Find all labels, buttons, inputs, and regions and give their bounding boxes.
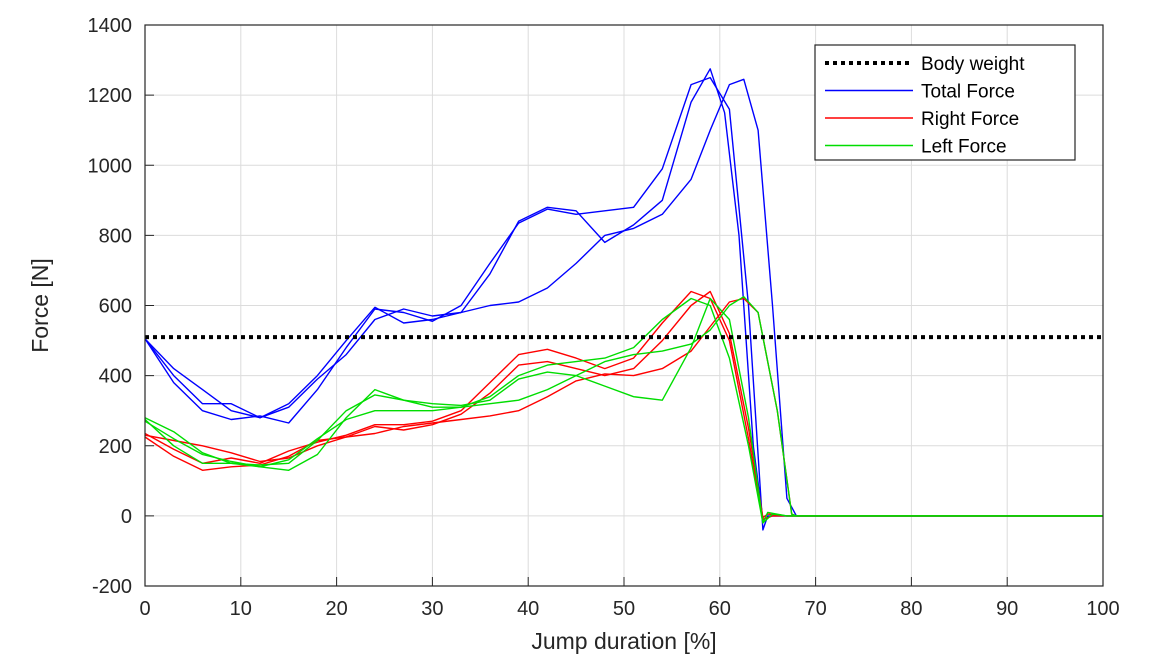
y-tick-label: 800 (99, 225, 132, 247)
x-tick-label: 70 (804, 598, 826, 620)
y-tick-label: 1000 (88, 155, 133, 177)
x-tick-label: 100 (1086, 598, 1119, 620)
legend-label-body-weight: Body weight (921, 54, 1025, 75)
axes (144, 24, 1104, 587)
y-tick-label: 400 (99, 366, 132, 388)
y-tick-label: 600 (99, 296, 132, 318)
y-tick-label: 200 (99, 436, 132, 458)
legend-label-left-force: Left Force (921, 137, 1007, 158)
legend-label-right-force: Right Force (921, 109, 1019, 130)
right-force-line-5 (144, 290, 1103, 521)
legend-label-total-force: Total Force (921, 82, 1015, 103)
x-tick-label: 20 (325, 598, 347, 620)
x-tick-label: 90 (996, 598, 1018, 620)
y-axis-label: Force [N] (27, 258, 53, 353)
x-tick-label: 80 (900, 598, 922, 620)
legend: Body weight Total Force Right Force Left Fo… (814, 44, 1076, 161)
x-tick-label: 10 (230, 598, 252, 620)
total-force-line-1 (144, 76, 1103, 531)
y-tick-label: 0 (121, 506, 132, 528)
total-force-line-2 (144, 68, 1103, 521)
series-layer (144, 68, 1103, 531)
x-tick-label: 30 (421, 598, 443, 620)
x-tick-label: 40 (517, 598, 539, 620)
y-tick-label: -200 (92, 576, 132, 598)
tick-labels: 0 10 20 30 40 50 60 70 80 90 100 -200 0 200 400 600 800 1… (88, 15, 1120, 620)
left-force-line-9 (144, 296, 1103, 517)
y-tick-label: 1400 (88, 15, 133, 37)
total-force-line-3 (144, 78, 1103, 517)
x-axis-label: Jump duration [%] (531, 628, 716, 654)
x-tick-label: 60 (709, 598, 731, 620)
left-force-line-8 (144, 297, 1103, 524)
x-tick-label: 50 (613, 598, 635, 620)
right-force-line-4 (144, 290, 1103, 519)
x-tick-label: 0 (139, 598, 150, 620)
y-tick-label: 1200 (88, 85, 133, 107)
